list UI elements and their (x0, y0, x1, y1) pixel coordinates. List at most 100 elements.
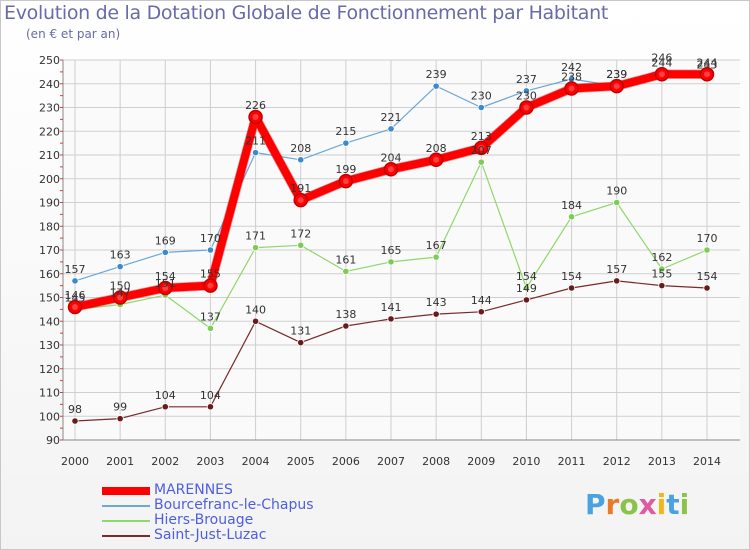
data-label-saint-just-luzac: 104 (200, 389, 221, 402)
data-label-hiers-brouage: 170 (697, 232, 718, 245)
data-label-bourcefranc-le-chapus: 230 (471, 90, 492, 103)
y-tick-label: 150 (39, 292, 60, 305)
data-label-bourcefranc-le-chapus: 237 (516, 73, 537, 86)
data-point-bourcefranc-le-chapus (342, 139, 350, 147)
data-point-core-marennes (207, 282, 214, 289)
legend-swatch (102, 487, 150, 495)
data-point-hiers-brouage (432, 253, 440, 261)
y-tick-label: 160 (39, 268, 60, 281)
data-point-saint-just-luzac (71, 417, 79, 425)
data-label-marennes: 199 (335, 163, 356, 176)
data-point-core-marennes (388, 166, 394, 173)
y-tick-label: 250 (39, 54, 60, 67)
data-label-marennes: 146 (65, 289, 86, 302)
data-point-bourcefranc-le-chapus (161, 248, 169, 256)
data-label-bourcefranc-le-chapus: 211 (245, 135, 266, 148)
data-label-marennes: 239 (606, 68, 627, 81)
x-tick-label: 2001 (106, 455, 134, 468)
data-point-core-marennes (433, 156, 440, 163)
data-label-marennes: 244 (651, 56, 672, 69)
data-point-saint-just-luzac (522, 296, 531, 304)
y-tick-label: 90 (46, 434, 60, 447)
data-label-saint-just-luzac: 143 (426, 296, 447, 309)
x-tick-label: 2000 (61, 455, 89, 468)
data-point-core-marennes (658, 71, 665, 78)
data-label-bourcefranc-le-chapus: 169 (155, 234, 176, 247)
data-point-bourcefranc-le-chapus (206, 246, 215, 254)
y-tick-label: 210 (39, 149, 60, 162)
data-label-hiers-brouage: 162 (651, 251, 672, 264)
data-label-bourcefranc-le-chapus: 208 (290, 142, 311, 155)
data-point-saint-just-luzac (297, 339, 305, 347)
data-point-core-marennes (704, 71, 710, 78)
x-tick-label: 2003 (196, 455, 224, 468)
data-label-marennes: 226 (245, 99, 266, 112)
data-point-bourcefranc-le-chapus (297, 156, 305, 164)
data-label-hiers-brouage: 167 (426, 239, 447, 252)
logo-letter: r (605, 488, 620, 521)
logo-letter: P (585, 488, 606, 521)
data-label-hiers-brouage: 151 (155, 277, 176, 290)
data-point-bourcefranc-le-chapus (432, 82, 440, 90)
data-point-saint-just-luzac (387, 315, 395, 323)
x-tick-label: 2005 (287, 455, 315, 468)
data-label-hiers-brouage: 137 (200, 310, 221, 323)
data-point-saint-just-luzac (251, 317, 260, 325)
grid-layer (63, 59, 740, 441)
data-label-hiers-brouage: 207 (471, 144, 492, 157)
y-tick-label: 120 (39, 363, 60, 376)
data-point-hiers-brouage (703, 246, 711, 254)
data-point-saint-just-luzac (161, 403, 169, 411)
data-label-saint-just-luzac: 98 (68, 403, 82, 416)
data-label-saint-just-luzac: 155 (651, 268, 672, 281)
data-label-bourcefranc-le-chapus: 163 (110, 249, 131, 262)
data-point-hiers-brouage (297, 241, 305, 249)
data-label-hiers-brouage: 147 (110, 287, 131, 300)
y-tick-label: 170 (39, 244, 60, 257)
logo-letter: i (679, 488, 690, 521)
proxiti-logo: Proxiti (585, 488, 689, 521)
data-label-hiers-brouage: 145 (65, 291, 86, 304)
data-point-core-marennes (117, 294, 124, 301)
data-point-hiers-brouage (342, 267, 350, 275)
data-label-saint-just-luzac: 104 (155, 389, 176, 402)
x-tick-label: 2012 (603, 455, 631, 468)
data-point-saint-just-luzac (567, 284, 576, 292)
data-label-bourcefranc-le-chapus: 170 (200, 232, 221, 245)
legend-swatch (102, 505, 150, 507)
data-point-hiers-brouage (567, 213, 576, 221)
data-label-saint-just-luzac: 131 (290, 325, 311, 338)
data-label-bourcefranc-le-chapus: 215 (335, 125, 356, 138)
legend-swatch (102, 535, 150, 537)
data-label-saint-just-luzac: 157 (606, 263, 627, 276)
y-tick-label: 180 (39, 220, 60, 233)
data-label-hiers-brouage: 190 (606, 185, 627, 198)
data-label-hiers-brouage: 172 (290, 227, 311, 240)
y-tick-label: 190 (39, 197, 60, 210)
data-point-saint-just-luzac (658, 282, 666, 290)
data-point-hiers-brouage (251, 244, 260, 252)
y-tick-label: 100 (39, 410, 60, 423)
data-label-saint-just-luzac: 144 (471, 294, 492, 307)
data-point-core-marennes (568, 85, 575, 92)
logo-letter: o (619, 488, 639, 521)
data-label-bourcefranc-le-chapus: 246 (651, 52, 672, 65)
x-tick-label: 2011 (558, 455, 586, 468)
data-label-marennes: 213 (471, 130, 492, 143)
data-point-core-marennes (523, 104, 530, 111)
data-point-saint-just-luzac (432, 310, 440, 318)
logo-letter: i (656, 488, 667, 521)
legend-label: Hiers-Brouage (154, 512, 254, 528)
data-label-saint-just-luzac: 154 (697, 270, 718, 283)
data-point-saint-just-luzac (342, 322, 350, 330)
data-label-marennes: 150 (110, 280, 131, 293)
axis-layer: 90 100 110 120 130 140 150 160 170 180 190 200 210 22… (39, 54, 740, 468)
data-label-saint-just-luzac: 141 (381, 301, 402, 314)
data-label-saint-just-luzac: 149 (516, 282, 537, 295)
data-point-core-marennes (613, 83, 620, 90)
x-tick-label: 2008 (422, 455, 450, 468)
data-label-bourcefranc-le-chapus: 157 (65, 263, 86, 276)
data-point-saint-just-luzac (477, 308, 485, 316)
data-label-saint-just-luzac: 140 (245, 303, 266, 316)
